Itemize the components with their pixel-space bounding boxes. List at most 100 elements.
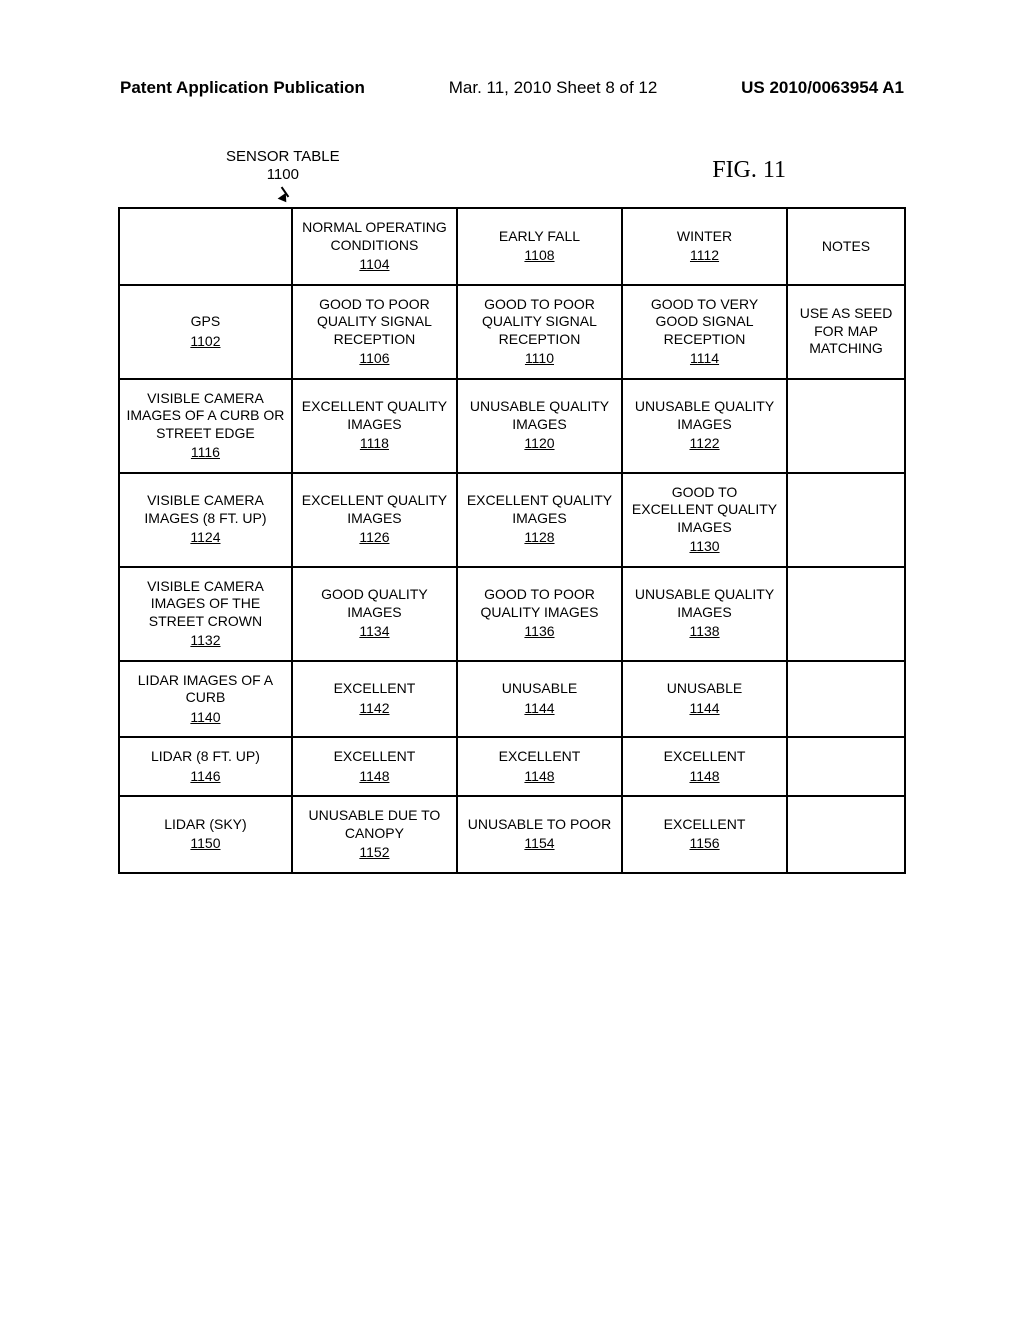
- header-right: US 2010/0063954 A1: [741, 78, 904, 98]
- figure-label: FIG. 11: [712, 157, 786, 184]
- row2-winter: GOOD TO EXCELLENT QUALITY IMAGES1130: [622, 473, 787, 567]
- col-winter-text: WINTER: [629, 228, 780, 246]
- row1-normal: EXCELLENT QUALITY IMAGES1118: [292, 379, 457, 473]
- row3-earlyfall-text: GOOD TO POOR QUALITY IMAGES: [464, 586, 615, 621]
- row0-notes-text: USE AS SEED FOR MAP MATCHING: [794, 305, 898, 358]
- table-row: GPS 1102 GOOD TO POOR QUALITY SIGNAL RECEP…: [119, 285, 905, 379]
- row4-winter-ref: 1144: [629, 700, 780, 718]
- row0-label-ref: 1102: [126, 333, 285, 351]
- row1-earlyfall: UNUSABLE QUALITY IMAGES 1120: [457, 379, 622, 473]
- row6-label: LIDAR (SKY)1150: [119, 796, 292, 873]
- row1-winter: UNUSABLE QUALITY IMAGES 1122: [622, 379, 787, 473]
- col-earlyfall-ref: 1108: [464, 247, 615, 265]
- row0-label: GPS 1102: [119, 285, 292, 379]
- row3-normal-ref: 1134: [299, 623, 450, 641]
- row2-label-text: VISIBLE CAMERA IMAGES (8 FT. UP): [126, 492, 285, 527]
- col-earlyfall: EARLY FALL 1108: [457, 208, 622, 285]
- row0-winter-ref: 1114: [629, 350, 780, 368]
- row1-winter-ref: 1122: [629, 435, 780, 453]
- row2-earlyfall: EXCELLENT QUALITY IMAGES1128: [457, 473, 622, 567]
- table-header-row: NORMAL OPERATING CONDITIONS 1104 EARLY F…: [119, 208, 905, 285]
- row0-notes: USE AS SEED FOR MAP MATCHING: [787, 285, 905, 379]
- table-body: GPS 1102 GOOD TO POOR QUALITY SIGNAL RECEP…: [119, 285, 905, 873]
- row3-winter: UNUSABLE QUALITY IMAGES1138: [622, 567, 787, 661]
- row2-label-ref: 1124: [126, 529, 285, 547]
- row4-winter: UNUSABLE 1144: [622, 661, 787, 738]
- row4-winter-text: UNUSABLE: [629, 680, 780, 698]
- row5-label: LIDAR (8 FT. UP) 1146: [119, 737, 292, 796]
- row0-winter: GOOD TO VERY GOOD SIGNAL RECEPTION1114: [622, 285, 787, 379]
- row5-normal-ref: 1148: [299, 768, 450, 786]
- header-left: Patent Application Publication: [120, 78, 365, 98]
- row3-label-text: VISIBLE CAMERA IMAGES OF THE STREET CROW…: [126, 578, 285, 631]
- col-notes: NOTES: [787, 208, 905, 285]
- row2-notes: [787, 473, 905, 567]
- row5-label-text: LIDAR (8 FT. UP): [126, 748, 285, 766]
- row6-earlyfall: UNUSABLE TO POOR1154: [457, 796, 622, 873]
- col-normal: NORMAL OPERATING CONDITIONS 1104: [292, 208, 457, 285]
- row3-label: VISIBLE CAMERA IMAGES OF THE STREET CROW…: [119, 567, 292, 661]
- row4-normal-text: EXCELLENT: [299, 680, 450, 698]
- table-title: SENSOR TABLE 1100: [226, 148, 340, 184]
- col-normal-ref: 1104: [299, 256, 450, 274]
- row2-winter-ref: 1130: [629, 538, 780, 556]
- row3-notes: [787, 567, 905, 661]
- arrow-holder: [278, 186, 906, 207]
- row6-label-text: LIDAR (SKY): [126, 816, 285, 834]
- row4-label: LIDAR IMAGES OF A CURB1140: [119, 661, 292, 738]
- row1-label-ref: 1116: [126, 444, 285, 462]
- row5-earlyfall-ref: 1148: [464, 768, 615, 786]
- table-row: VISIBLE CAMERA IMAGES (8 FT. UP) 1124 EXCE…: [119, 473, 905, 567]
- row1-notes: [787, 379, 905, 473]
- row6-earlyfall-ref: 1154: [464, 835, 615, 853]
- row5-label-ref: 1146: [126, 768, 285, 786]
- row3-normal: GOOD QUALITY IMAGES 1134: [292, 567, 457, 661]
- row1-normal-text: EXCELLENT QUALITY IMAGES: [299, 398, 450, 433]
- table-title-ref: 1100: [226, 166, 340, 184]
- row5-notes: [787, 737, 905, 796]
- row0-winter-text: GOOD TO VERY GOOD SIGNAL RECEPTION: [629, 296, 780, 349]
- col-winter: WINTER 1112: [622, 208, 787, 285]
- title-row: SENSOR TABLE 1100 FIG. 11: [118, 148, 906, 184]
- table-row: LIDAR (SKY)1150UNUSABLE DUE TO CANOPY115…: [119, 796, 905, 873]
- col-notes-text: NOTES: [794, 238, 898, 256]
- header-center: Mar. 11, 2010 Sheet 8 of 12: [449, 78, 658, 98]
- row4-earlyfall-ref: 1144: [464, 700, 615, 718]
- row6-normal-text: UNUSABLE DUE TO CANOPY: [299, 807, 450, 842]
- row5-normal: EXCELLENT 1148: [292, 737, 457, 796]
- row0-earlyfall-ref: 1110: [464, 350, 615, 368]
- row2-earlyfall-text: EXCELLENT QUALITY IMAGES: [464, 492, 615, 527]
- col-winter-ref: 1112: [629, 247, 780, 265]
- table-title-text: SENSOR TABLE: [226, 148, 340, 165]
- row4-label-text: LIDAR IMAGES OF A CURB: [126, 672, 285, 707]
- row2-winter-text: GOOD TO EXCELLENT QUALITY IMAGES: [629, 484, 780, 537]
- row3-normal-text: GOOD QUALITY IMAGES: [299, 586, 450, 621]
- row4-normal: EXCELLENT 1142: [292, 661, 457, 738]
- row6-normal: UNUSABLE DUE TO CANOPY 1152: [292, 796, 457, 873]
- row2-label: VISIBLE CAMERA IMAGES (8 FT. UP) 1124: [119, 473, 292, 567]
- row6-winter-ref: 1156: [629, 835, 780, 853]
- row3-label-ref: 1132: [126, 632, 285, 650]
- row4-notes: [787, 661, 905, 738]
- row0-earlyfall: GOOD TO POOR QUALITY SIGNAL RECEPTION111…: [457, 285, 622, 379]
- row4-earlyfall: UNUSABLE 1144: [457, 661, 622, 738]
- row0-label-text: GPS: [126, 313, 285, 331]
- row2-normal: EXCELLENT QUALITY IMAGES1126: [292, 473, 457, 567]
- row5-winter-text: EXCELLENT: [629, 748, 780, 766]
- row2-normal-text: EXCELLENT QUALITY IMAGES: [299, 492, 450, 527]
- row6-normal-ref: 1152: [299, 844, 450, 862]
- row4-earlyfall-text: UNUSABLE: [464, 680, 615, 698]
- col-normal-text: NORMAL OPERATING CONDITIONS: [299, 219, 450, 254]
- row5-winter-ref: 1148: [629, 768, 780, 786]
- row3-winter-text: UNUSABLE QUALITY IMAGES: [629, 586, 780, 621]
- row6-label-ref: 1150: [126, 835, 285, 853]
- row5-normal-text: EXCELLENT: [299, 748, 450, 766]
- row1-winter-text: UNUSABLE QUALITY IMAGES: [629, 398, 780, 433]
- row6-winter-text: EXCELLENT: [629, 816, 780, 834]
- row1-earlyfall-text: UNUSABLE QUALITY IMAGES: [464, 398, 615, 433]
- row6-notes: [787, 796, 905, 873]
- table-row: VISIBLE CAMERA IMAGES OF A CURB OR STREE…: [119, 379, 905, 473]
- row1-earlyfall-ref: 1120: [464, 435, 615, 453]
- row4-normal-ref: 1142: [299, 700, 450, 718]
- col-blank: [119, 208, 292, 285]
